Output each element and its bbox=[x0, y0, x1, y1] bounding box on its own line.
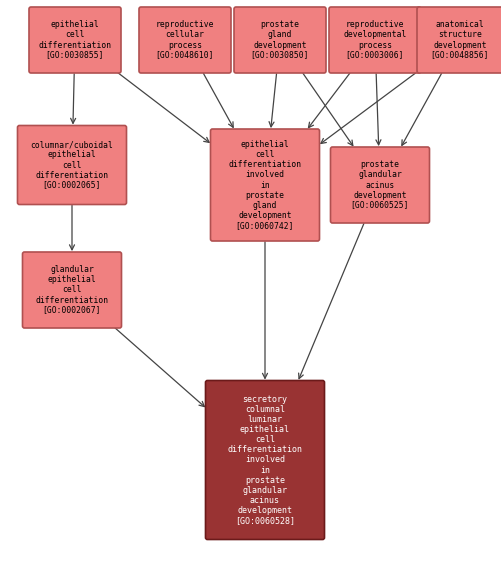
Text: glandular
epithelial
cell
differentiation
[GO:0002067]: glandular epithelial cell differentiatio… bbox=[36, 265, 109, 315]
FancyBboxPatch shape bbox=[331, 147, 429, 223]
Text: epithelial
cell
differentiation
involved
in
prostate
gland
development
[GO:00607: epithelial cell differentiation involved… bbox=[228, 140, 302, 229]
FancyBboxPatch shape bbox=[329, 7, 421, 73]
Text: prostate
gland
development
[GO:0030850]: prostate gland development [GO:0030850] bbox=[250, 20, 309, 60]
FancyBboxPatch shape bbox=[23, 252, 122, 328]
FancyBboxPatch shape bbox=[139, 7, 231, 73]
Text: reproductive
developmental
process
[GO:0003006]: reproductive developmental process [GO:0… bbox=[343, 20, 407, 60]
Text: columnar/cuboidal
epithelial
cell
differentiation
[GO:0002065]: columnar/cuboidal epithelial cell differ… bbox=[31, 140, 113, 190]
FancyBboxPatch shape bbox=[205, 381, 325, 540]
Text: reproductive
cellular
process
[GO:0048610]: reproductive cellular process [GO:004861… bbox=[156, 20, 214, 60]
Text: anatomical
structure
development
[GO:0048856]: anatomical structure development [GO:004… bbox=[431, 20, 489, 60]
FancyBboxPatch shape bbox=[210, 129, 320, 241]
FancyBboxPatch shape bbox=[18, 126, 126, 204]
FancyBboxPatch shape bbox=[417, 7, 501, 73]
FancyBboxPatch shape bbox=[234, 7, 326, 73]
FancyBboxPatch shape bbox=[29, 7, 121, 73]
Text: epithelial
cell
differentiation
[GO:0030855]: epithelial cell differentiation [GO:0030… bbox=[39, 20, 112, 60]
Text: secretory
columnal
luminar
epithelial
cell
differentiation
involved
in
prostate
: secretory columnal luminar epithelial ce… bbox=[227, 395, 303, 525]
Text: prostate
glandular
acinus
development
[GO:0060525]: prostate glandular acinus development [G… bbox=[351, 160, 409, 210]
